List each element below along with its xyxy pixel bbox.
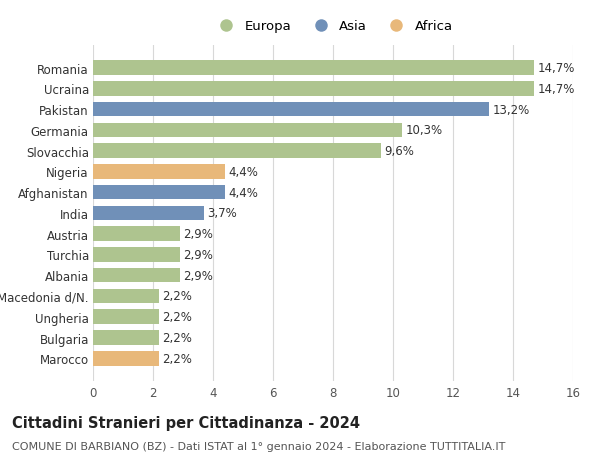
- Text: 4,4%: 4,4%: [229, 166, 259, 179]
- Text: 13,2%: 13,2%: [493, 103, 530, 116]
- Text: 2,9%: 2,9%: [184, 228, 214, 241]
- Text: 3,7%: 3,7%: [208, 207, 238, 220]
- Bar: [93, 269, 180, 283]
- Bar: [93, 165, 225, 179]
- Bar: [93, 310, 159, 325]
- Text: COMUNE DI BARBIANO (BZ) - Dati ISTAT al 1° gennaio 2024 - Elaborazione TUTTITALI: COMUNE DI BARBIANO (BZ) - Dati ISTAT al …: [12, 441, 505, 451]
- Text: 2,9%: 2,9%: [184, 248, 214, 261]
- Bar: [93, 330, 159, 345]
- Text: 2,9%: 2,9%: [184, 269, 214, 282]
- Bar: [93, 185, 225, 200]
- Text: 2,2%: 2,2%: [163, 311, 193, 324]
- Text: 9,6%: 9,6%: [385, 145, 415, 158]
- Text: 4,4%: 4,4%: [229, 186, 259, 199]
- Bar: [93, 289, 159, 303]
- Bar: [93, 61, 534, 76]
- Bar: [93, 123, 402, 138]
- Bar: [93, 102, 489, 117]
- Bar: [93, 206, 204, 221]
- Bar: [93, 227, 180, 241]
- Bar: [93, 82, 534, 96]
- Text: 2,2%: 2,2%: [163, 331, 193, 344]
- Legend: Europa, Asia, Africa: Europa, Asia, Africa: [211, 18, 455, 36]
- Text: 14,7%: 14,7%: [538, 83, 575, 95]
- Text: Cittadini Stranieri per Cittadinanza - 2024: Cittadini Stranieri per Cittadinanza - 2…: [12, 415, 360, 431]
- Text: 2,2%: 2,2%: [163, 290, 193, 303]
- Text: 10,3%: 10,3%: [406, 124, 443, 137]
- Bar: [93, 351, 159, 366]
- Text: 2,2%: 2,2%: [163, 352, 193, 365]
- Text: 14,7%: 14,7%: [538, 62, 575, 75]
- Bar: [93, 144, 381, 158]
- Bar: [93, 247, 180, 262]
